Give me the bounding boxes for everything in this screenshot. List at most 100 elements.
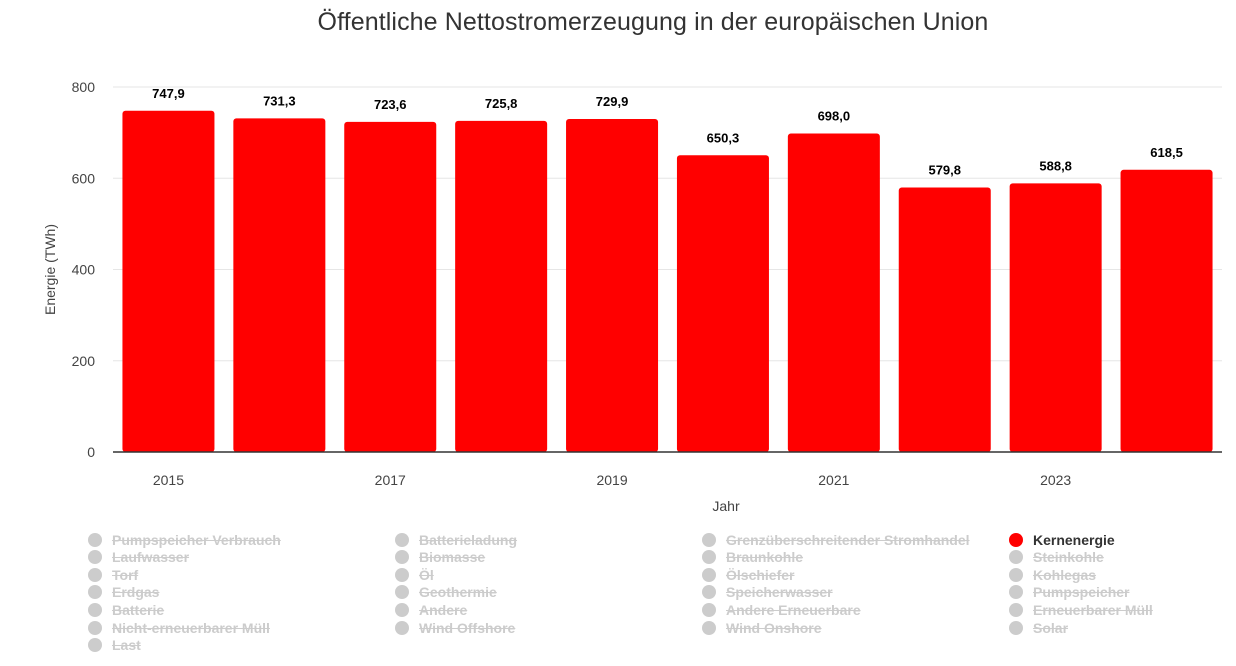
x-tick-label: 2023 <box>1040 472 1071 488</box>
bar-2019[interactable] <box>566 118 659 452</box>
y-tick-label: 800 <box>72 79 96 95</box>
legend-item[interactable]: Biomasse <box>395 549 485 566</box>
legend-marker-icon <box>88 638 102 653</box>
legend-marker-icon <box>88 620 102 635</box>
legend-marker-icon <box>395 550 409 565</box>
legend-marker-icon <box>1009 620 1023 635</box>
legend-item[interactable]: Torf <box>88 566 138 583</box>
bar-2016[interactable] <box>233 118 326 453</box>
bar-2024[interactable] <box>1120 169 1213 452</box>
legend-label: Wind Onshore <box>726 619 822 636</box>
legend-item[interactable]: Grenzüberschreitender Stromhandel <box>702 531 970 548</box>
legend-label: Wind Offshore <box>419 619 516 636</box>
legend-item[interactable]: Geothermie <box>395 584 497 601</box>
legend-item[interactable]: Batterie <box>88 601 164 618</box>
data-label-2015: 747,9 <box>152 86 185 101</box>
legend-label: Kohlegas <box>1033 566 1097 583</box>
legend-marker-icon <box>88 585 102 600</box>
legend-marker-icon <box>395 567 409 582</box>
legend-item[interactable]: Batterieladung <box>395 531 517 548</box>
legend-label: Torf <box>112 566 139 583</box>
legend-item[interactable]: Pumpspeicher <box>1009 584 1129 601</box>
legend-label: Steinkohle <box>1033 549 1104 566</box>
legend-marker-icon <box>395 585 409 600</box>
data-label-2022: 579,8 <box>928 162 961 177</box>
legend-marker-icon <box>1009 550 1023 565</box>
x-tick-label: 2017 <box>375 472 406 488</box>
chart-title: Öffentliche Nettostromerzeugung in der e… <box>317 8 989 36</box>
x-tick-label: 2019 <box>596 472 627 488</box>
data-label-2024: 618,5 <box>1150 145 1183 160</box>
x-tick-label: 2021 <box>818 472 849 488</box>
legend-item[interactable]: Speicherwasser <box>702 584 833 601</box>
legend-label: Braunkohle <box>726 549 804 566</box>
legend-item[interactable]: Solar <box>1009 619 1068 636</box>
bar-2020[interactable] <box>676 155 769 452</box>
legend-label: Speicherwasser <box>726 584 833 601</box>
legend-label: Erdgas <box>112 584 160 601</box>
legend-marker-icon <box>1009 567 1023 582</box>
legend-marker-icon <box>88 532 102 547</box>
legend-label: Geothermie <box>419 584 497 601</box>
y-tick-label: 0 <box>87 444 95 460</box>
legend-item[interactable]: Kohlegas <box>1009 566 1096 583</box>
bar-2021[interactable] <box>787 133 880 452</box>
legend-marker-icon <box>395 602 409 617</box>
legend-item[interactable]: Wind Offshore <box>395 619 515 636</box>
legend-marker-icon <box>1009 602 1023 617</box>
legend-marker-icon <box>88 567 102 582</box>
legend-item[interactable]: Ölschiefer <box>702 566 794 583</box>
legend-item[interactable]: Nicht-erneuerbarer Müll <box>88 619 270 636</box>
legend-item[interactable]: Erdgas <box>88 584 159 601</box>
legend-item[interactable]: Wind Onshore <box>702 619 822 636</box>
legend-item[interactable]: Andere Erneuerbare <box>702 601 861 618</box>
legend-marker-icon <box>1009 532 1023 547</box>
legend-marker-icon <box>88 602 102 617</box>
legend-item[interactable]: Braunkohle <box>702 549 803 566</box>
legend-item[interactable]: Steinkohle <box>1009 549 1104 566</box>
data-label-2023: 588,8 <box>1039 158 1072 173</box>
legend-item[interactable]: Kernenergie <box>1009 531 1115 548</box>
legend-marker-icon <box>702 602 716 617</box>
legend-item[interactable]: Öl <box>395 566 434 583</box>
legend-item[interactable]: Laufwasser <box>88 549 189 566</box>
legend-label: Erneuerbarer Müll <box>1033 601 1153 618</box>
legend-marker-icon <box>1009 585 1023 600</box>
legend-label: Biomasse <box>419 549 486 566</box>
legend-marker-icon <box>88 550 102 565</box>
y-tick-label: 200 <box>72 353 96 369</box>
data-label-2016: 731,3 <box>263 93 296 108</box>
legend-item[interactable]: Pumpspeicher Verbrauch <box>88 531 281 548</box>
legend-item[interactable]: Erneuerbarer Müll <box>1009 601 1153 618</box>
legend-marker-icon <box>702 532 716 547</box>
legend-label: Nicht-erneuerbarer Müll <box>112 619 270 636</box>
legend-label: Kernenergie <box>1033 531 1115 548</box>
legend-marker-icon <box>702 585 716 600</box>
legend-label: Solar <box>1033 619 1069 636</box>
data-label-2018: 725,8 <box>485 96 518 111</box>
bar-2015[interactable] <box>122 110 215 452</box>
legend-marker-icon <box>702 567 716 582</box>
legend-label: Laufwasser <box>112 549 190 566</box>
legend-label: Andere Erneuerbare <box>726 601 861 618</box>
bar-2017[interactable] <box>344 121 437 453</box>
legend-label: Batterieladung <box>419 531 518 548</box>
legend-label: Pumpspeicher Verbrauch <box>112 531 281 548</box>
data-labels: 747,9 731,3 723,6 725,8 729,9 650,3 698,0 579,8… <box>152 86 1183 178</box>
bar-2023[interactable] <box>1009 183 1102 453</box>
bar-series-kernenergie <box>122 110 1213 453</box>
x-tick-label: 2015 <box>153 472 184 488</box>
data-label-2021: 698,0 <box>818 109 851 124</box>
y-tick-label: 600 <box>72 170 96 186</box>
bar-chart: 0 200 400 600 800 747,9 731,3 723,6 725,8 729,9 6… <box>42 79 1222 514</box>
legend-item[interactable]: Andere <box>395 601 467 618</box>
legend-label: Grenzüberschreitender Stromhandel <box>726 531 970 548</box>
bar-2022[interactable] <box>898 187 991 452</box>
legend-label: Pumpspeicher <box>1033 584 1130 601</box>
bar-2018[interactable] <box>455 120 548 452</box>
legend-marker-icon <box>395 532 409 547</box>
legend-item[interactable]: Last <box>88 637 141 654</box>
data-label-2017: 723,6 <box>374 97 407 112</box>
data-label-2019: 729,9 <box>596 94 629 109</box>
legend-label: Last <box>112 637 141 654</box>
